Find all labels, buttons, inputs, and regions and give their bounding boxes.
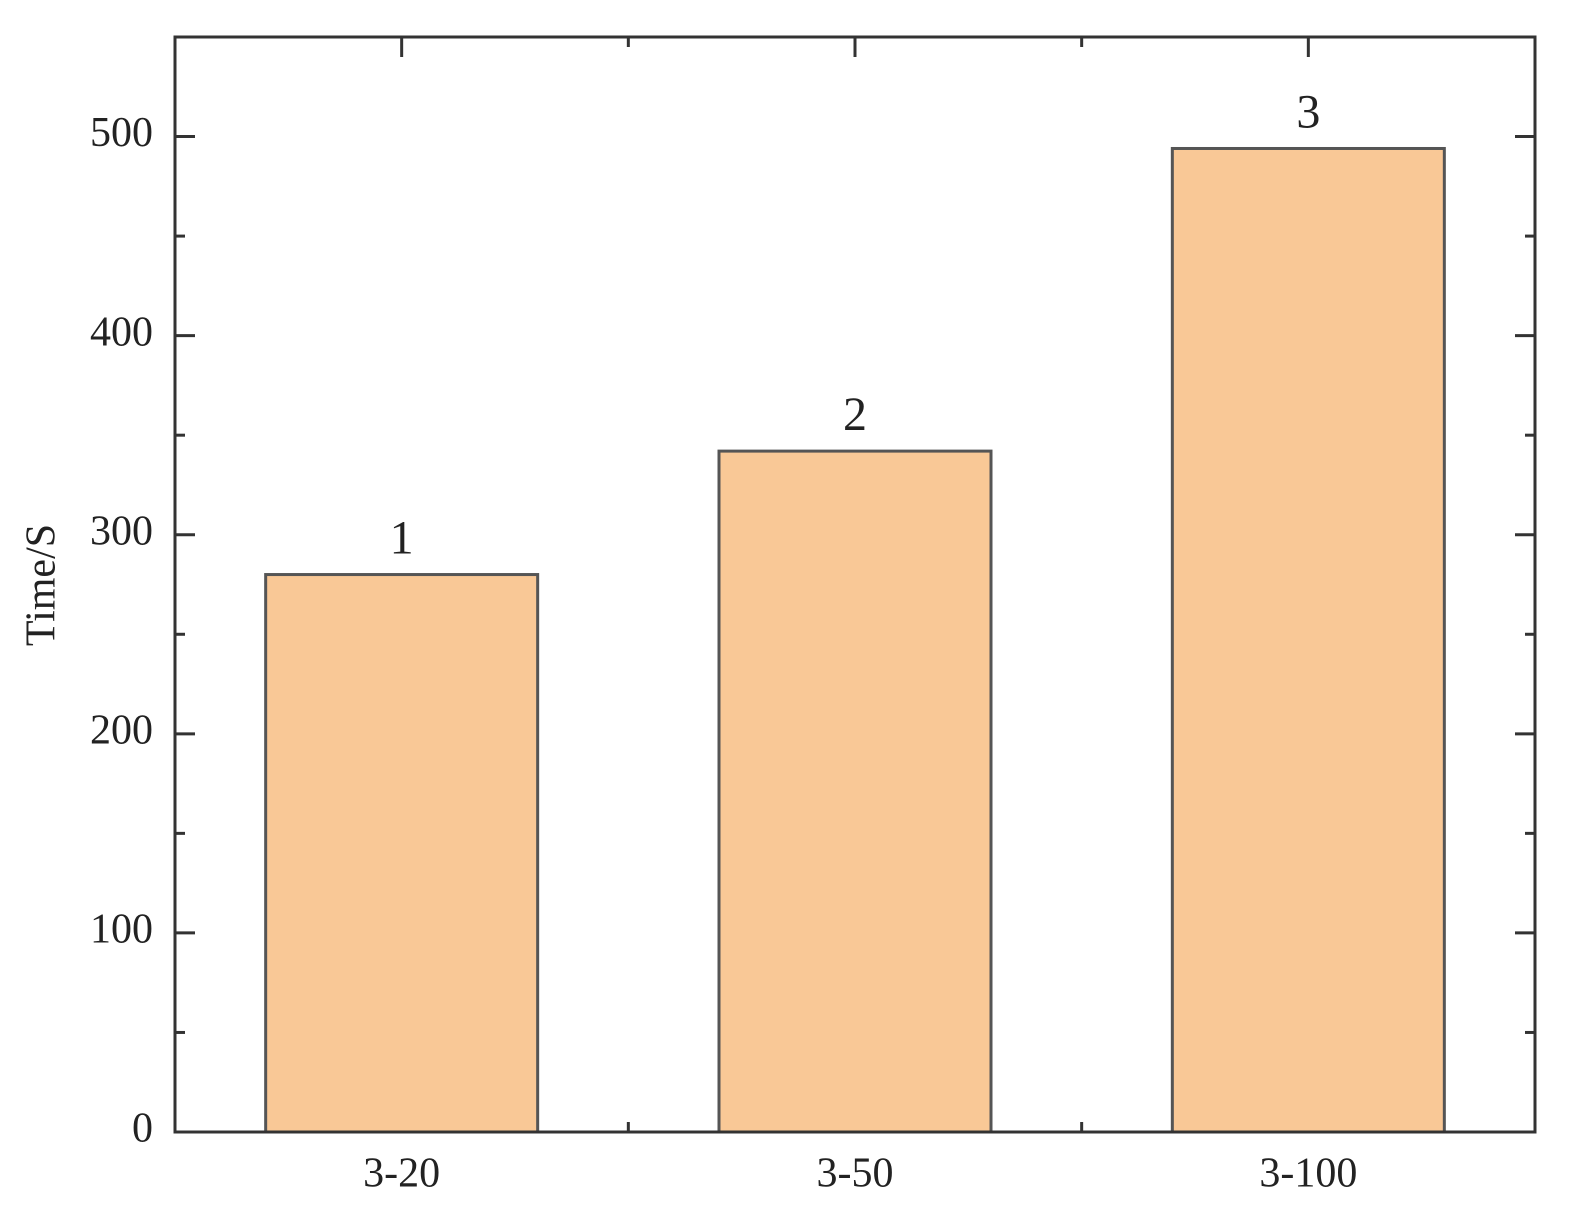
x-tick-label: 3-100 xyxy=(1259,1151,1357,1197)
bar-annotation: 1 xyxy=(390,512,414,565)
y-tick-label: 200 xyxy=(90,707,153,753)
y-axis-label: Time/S xyxy=(19,524,65,646)
x-tick-label: 3-50 xyxy=(817,1151,894,1197)
y-tick-label: 100 xyxy=(90,907,153,953)
y-tick-label: 500 xyxy=(90,110,153,156)
bar xyxy=(264,573,540,1134)
bar-annotation: 3 xyxy=(1296,86,1320,139)
bar xyxy=(1170,146,1446,1134)
y-tick-label: 0 xyxy=(132,1106,153,1152)
y-tick-label: 400 xyxy=(90,309,153,355)
bar-annotation: 2 xyxy=(843,388,867,441)
x-tick-label: 3-20 xyxy=(363,1151,440,1197)
plot-frame xyxy=(173,35,1537,1134)
bar xyxy=(717,449,993,1134)
y-tick-label: 300 xyxy=(90,508,153,554)
